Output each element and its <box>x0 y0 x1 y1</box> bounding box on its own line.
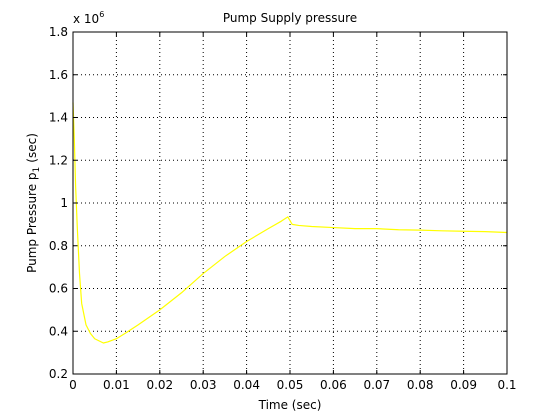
x-tick-label: 0.02 <box>146 378 173 392</box>
x-tick-labels: 0 0.01 0.02 0.03 0.04 0.05 0.06 0.07 0.08 0.09 0.1 <box>69 378 516 392</box>
y-tick-label: 1.4 <box>49 111 68 125</box>
x-tick-label: 0 <box>69 378 77 392</box>
x-tick-label: 0.01 <box>103 378 130 392</box>
x-tick-label: 0.04 <box>233 378 260 392</box>
y-tick-label: 1.6 <box>49 68 68 82</box>
x-tick-label: 0.1 <box>497 378 516 392</box>
y-tick-label: 1.2 <box>49 153 68 167</box>
x-tick-label: 0.05 <box>277 378 304 392</box>
x-tick-label: 0.08 <box>407 378 434 392</box>
y-multiplier-exponent: 6 <box>99 10 104 19</box>
y-tick-label: 0.2 <box>49 367 68 381</box>
y-multiplier-base: x 10 <box>73 12 99 26</box>
ticks <box>72 31 508 375</box>
y-tick-label: 1.8 <box>49 25 68 39</box>
y-multiplier: x 106 <box>73 10 104 26</box>
x-tick-label: 0.07 <box>363 378 390 392</box>
series-layer <box>72 102 508 344</box>
x-axis-label: Time (sec) <box>258 398 322 412</box>
y-tick-labels: 0.2 0.4 0.6 0.8 1 1.2 1.4 1.6 1.8 <box>49 25 68 381</box>
y-tick-label: 1 <box>60 196 68 210</box>
grid <box>73 32 507 374</box>
y-axis-label-main: Pump Pressure p <box>25 172 39 272</box>
x-tick-label: 0.03 <box>190 378 217 392</box>
y-tick-label: 0.4 <box>49 324 68 338</box>
y-axis-label-subscript: 1 <box>32 167 42 173</box>
y-axis-label-unit: (sec) <box>25 133 39 163</box>
x-tick-label: 0.06 <box>320 378 347 392</box>
x-tick-label: 0.09 <box>450 378 477 392</box>
chart-title: Pump Supply pressure <box>223 11 357 25</box>
y-tick-label: 0.8 <box>49 239 68 253</box>
y-tick-label: 0.6 <box>49 282 68 296</box>
series-line <box>72 102 508 344</box>
y-axis-label: Pump Pressure p1 (sec) <box>25 133 42 273</box>
